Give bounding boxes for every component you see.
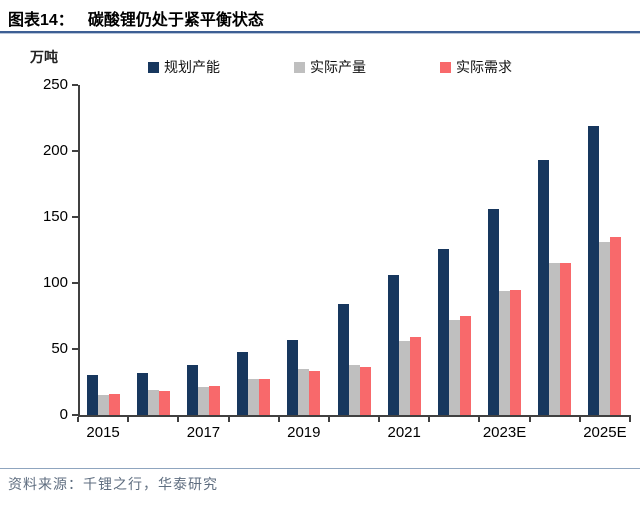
bar-实际需求-2018: [259, 379, 271, 415]
figure-number: 图表14：: [8, 12, 74, 29]
x-tick-label: 2025E: [583, 424, 627, 441]
bar-实际产量-2025E: [599, 242, 611, 415]
source-note: 资料来源：千锂之行，华泰研究: [8, 478, 218, 493]
y-axis-tick: [72, 216, 78, 218]
y-axis-tick: [72, 414, 78, 416]
y-axis-line: [78, 85, 80, 416]
bar-实际需求-2025E: [610, 236, 622, 415]
bar-实际需求-2024E: [560, 263, 572, 415]
bar-实际需求-2020: [359, 367, 371, 415]
y-tick-label: 250: [42, 76, 68, 93]
figure-header: 图表14： 碳酸锂仍处于紧平衡状态: [8, 6, 632, 30]
bar-实际产量-2024E: [549, 263, 561, 415]
y-tick-label: 50: [51, 340, 68, 357]
legend-swatch-icon: [440, 61, 451, 73]
x-tick-label: 2023E: [482, 424, 527, 441]
x-tick-label: 2021: [387, 424, 421, 441]
chart-legend: 规划产能 实际产量 实际需求: [148, 57, 512, 77]
bar-规划产能-2019: [287, 339, 299, 415]
bar-实际需求-2023E: [510, 289, 522, 415]
bar-实际产量-2017: [197, 387, 209, 415]
y-tick-label: 150: [42, 208, 68, 225]
legend-label: 实际需求: [456, 61, 512, 76]
legend-swatch-icon: [148, 61, 159, 73]
bar-实际需求-2015: [108, 393, 120, 415]
x-axis-tick: [77, 417, 79, 422]
bar-规划产能-2016: [136, 372, 148, 415]
x-axis-tick: [378, 417, 381, 422]
bar-实际产量-2023E: [499, 290, 511, 415]
x-axis-tick: [227, 417, 230, 422]
x-axis-line: [78, 415, 631, 417]
legend-item-1: 实际产量: [294, 57, 366, 77]
bar-规划产能-2023E: [488, 209, 500, 415]
legend-item-2: 实际需求: [440, 57, 512, 77]
x-axis-tick: [127, 417, 130, 422]
bar-规划产能-2018: [237, 351, 249, 415]
bar-实际产量-2019: [298, 368, 310, 415]
bar-实际需求-2017: [208, 385, 220, 415]
y-tick-label: 0: [59, 406, 68, 423]
x-axis-tick: [177, 417, 180, 422]
bar-规划产能-2024E: [538, 160, 550, 415]
bar-实际产量-2018: [248, 379, 260, 415]
legend-swatch-icon: [294, 61, 305, 73]
bar-规划产能-2022: [437, 248, 449, 415]
bar-规划产能-2021: [387, 275, 399, 415]
bar-实际需求-2021: [409, 337, 421, 415]
y-axis-tick: [72, 84, 78, 86]
source-rule: [0, 468, 640, 469]
bar-实际产量-2022: [448, 319, 460, 415]
x-axis-tick: [327, 417, 330, 422]
y-axis-tick: [72, 348, 78, 350]
bar-规划产能-2020: [337, 304, 349, 415]
bar-实际产量-2016: [147, 389, 159, 415]
x-axis-tick: [629, 417, 631, 422]
x-axis-tick: [277, 417, 280, 422]
bar-实际需求-2019: [309, 371, 321, 415]
x-axis-tick: [578, 417, 581, 422]
x-axis-tick: [478, 417, 481, 422]
y-tick-label: 100: [42, 274, 68, 291]
bar-规划产能-2017: [186, 364, 198, 415]
bar-实际产量-2015: [97, 395, 109, 415]
bar-实际需求-2022: [459, 316, 471, 415]
figure-title: 碳酸锂仍处于紧平衡状态: [87, 12, 264, 29]
y-axis-tick: [72, 150, 78, 152]
y-axis-tick: [72, 282, 78, 284]
x-tick-label: 2015: [86, 424, 120, 441]
bar-实际产量-2020: [348, 364, 360, 415]
x-tick-label: 2017: [186, 424, 221, 441]
legend-label: 实际产量: [310, 61, 366, 76]
header-rule: [0, 31, 640, 33]
y-tick-label: 200: [42, 142, 68, 159]
legend-label: 规划产能: [164, 61, 220, 76]
y-axis-unit-label: 万吨: [30, 51, 58, 66]
bar-实际需求-2016: [158, 391, 170, 415]
header-rule-light: [0, 33, 640, 34]
legend-item-0: 规划产能: [148, 57, 220, 77]
bar-规划产能-2015: [86, 375, 98, 415]
x-axis-tick: [428, 417, 431, 422]
bar-规划产能-2025E: [588, 125, 600, 415]
x-axis-tick: [528, 417, 531, 422]
x-tick-label: 2019: [287, 424, 321, 441]
bar-实际产量-2021: [398, 341, 410, 415]
